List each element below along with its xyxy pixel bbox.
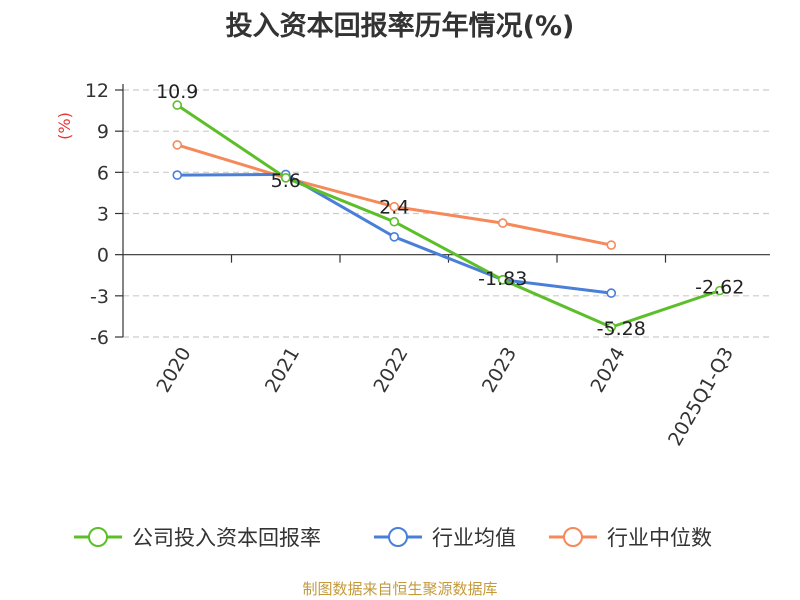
series-line bbox=[176, 143, 612, 247]
x-tick-label: 2023 bbox=[478, 344, 521, 397]
series-line bbox=[176, 103, 721, 329]
x-tick-label: 2021 bbox=[261, 344, 304, 397]
x-tick-label: 2025Q1-Q3 bbox=[664, 344, 738, 450]
legend-label: 行业中位数 bbox=[607, 526, 712, 550]
legend-item: 行业中位数 bbox=[549, 526, 712, 550]
x-tick-label: 2020 bbox=[152, 344, 195, 397]
data-point bbox=[389, 216, 400, 227]
legend-item: 行业均值 bbox=[374, 526, 516, 550]
legend-label: 行业均值 bbox=[432, 526, 516, 550]
chart-title: 投入资本回报率历年情况(%) bbox=[225, 11, 575, 42]
legend-marker bbox=[563, 527, 583, 547]
data-label: 5.6 bbox=[271, 170, 301, 192]
data-label: 10.9 bbox=[156, 81, 198, 103]
data-point bbox=[606, 288, 617, 298]
y-tick-label: 3 bbox=[97, 204, 109, 226]
y-tick-label: -3 bbox=[90, 286, 109, 308]
data-label: -5.28 bbox=[597, 318, 646, 340]
data-point bbox=[606, 240, 617, 250]
y-tick-label: -6 bbox=[90, 327, 109, 349]
y-axis-title: (%) bbox=[55, 112, 74, 140]
data-point bbox=[172, 100, 183, 110]
legend-marker bbox=[388, 527, 408, 547]
data-point bbox=[497, 218, 508, 228]
x-tick-label: 2022 bbox=[369, 344, 412, 397]
y-tick-label: 12 bbox=[85, 80, 109, 102]
data-point bbox=[497, 274, 508, 285]
data-point bbox=[389, 201, 400, 212]
y-tick-label: 9 bbox=[97, 121, 109, 143]
y-tick-label: 0 bbox=[97, 245, 109, 267]
legend-item: 公司投入资本回报率 bbox=[74, 526, 321, 550]
legend-marker bbox=[88, 527, 108, 547]
y-tick-label: 6 bbox=[97, 162, 109, 184]
legend-label: 公司投入资本回报率 bbox=[132, 526, 321, 550]
x-tick-label: 2024 bbox=[586, 344, 629, 397]
data-point bbox=[389, 232, 400, 242]
data-label: -2.62 bbox=[695, 277, 744, 299]
data-point bbox=[606, 322, 617, 332]
data-point bbox=[172, 170, 183, 180]
data-point bbox=[172, 140, 183, 150]
data-point bbox=[280, 173, 291, 183]
data-label: 2.4 bbox=[379, 197, 409, 219]
data-label: -1.83 bbox=[478, 268, 527, 290]
source-note: 制图数据来自恒生聚源数据库 bbox=[302, 580, 498, 598]
data-point bbox=[714, 285, 725, 296]
